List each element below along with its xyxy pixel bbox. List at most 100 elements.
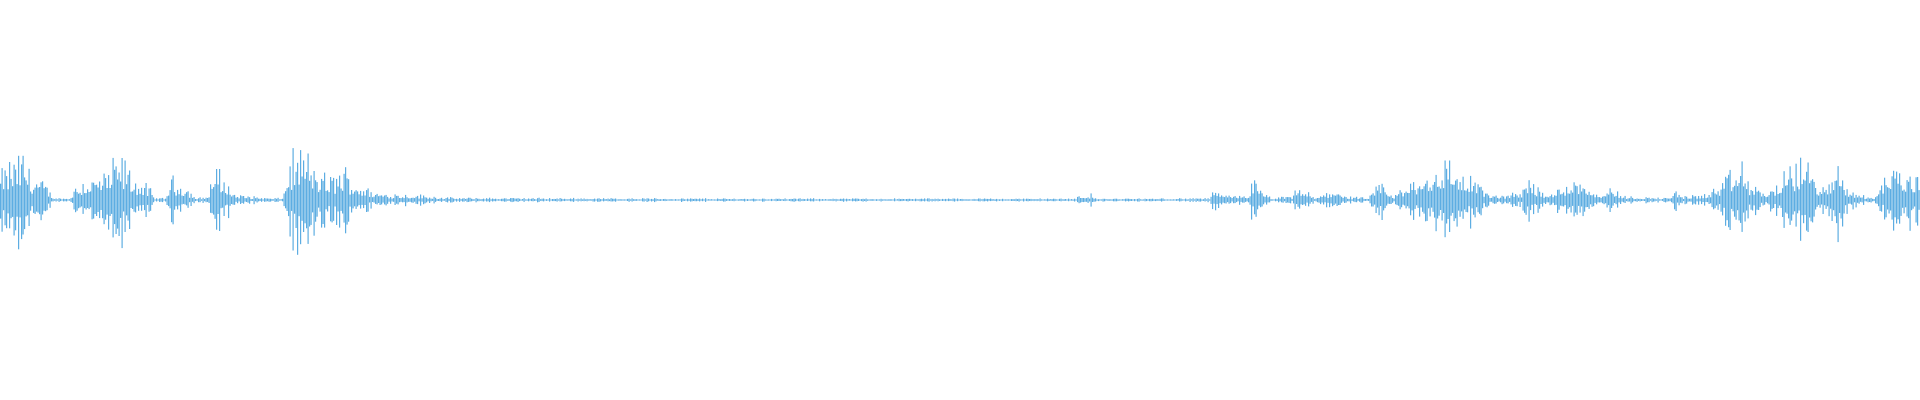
waveform-sample (684, 199, 686, 201)
waveform-sample (1131, 199, 1133, 201)
waveform-sample (1896, 171, 1898, 224)
waveform-sample (102, 185, 104, 219)
waveform-sample (1155, 199, 1157, 202)
waveform-sample (1360, 197, 1362, 203)
waveform-sample (1230, 197, 1232, 204)
waveform-sample (1632, 197, 1634, 203)
waveform-sample (930, 199, 932, 201)
waveform-sample (136, 194, 138, 207)
waveform-sample (1324, 196, 1326, 203)
waveform-sample (313, 171, 315, 236)
waveform-sample (1420, 189, 1422, 208)
waveform-sample (1428, 191, 1430, 209)
waveform-sample (1822, 187, 1824, 214)
waveform-sample (610, 198, 612, 202)
waveform-sample (526, 199, 528, 201)
waveform-sample (1012, 199, 1014, 201)
waveform-sample (1386, 194, 1388, 206)
waveform-sample (1252, 193, 1254, 207)
waveform-sample (361, 195, 363, 205)
waveform-sample (433, 196, 435, 204)
waveform-sample (1807, 162, 1809, 232)
waveform-sample (199, 197, 201, 203)
waveform-sample (1551, 194, 1553, 205)
waveform-sample (1308, 192, 1310, 207)
waveform-sample (1788, 179, 1790, 219)
waveform-sample (513, 198, 515, 202)
waveform-sample (1500, 197, 1502, 203)
waveform-sample (153, 197, 155, 203)
waveform-sample (1771, 191, 1773, 209)
waveform-sample (34, 187, 36, 214)
waveform-sample (600, 199, 602, 202)
waveform-sample (298, 184, 300, 217)
waveform-sample (427, 198, 429, 202)
waveform-sample (42, 181, 44, 215)
waveform-sample (970, 199, 972, 201)
waveform-sample (1221, 195, 1223, 205)
waveform-sample (1593, 194, 1595, 207)
waveform-sample (699, 198, 701, 202)
waveform-sample (1531, 193, 1533, 205)
waveform-sample (184, 193, 186, 205)
waveform-sample (676, 199, 678, 201)
waveform-sample (564, 198, 566, 202)
waveform-sample (748, 199, 750, 201)
waveform-sample (778, 198, 780, 201)
waveform-sample (1668, 198, 1670, 202)
waveform-sample (649, 199, 651, 201)
waveform-sample (328, 192, 330, 207)
waveform-sample (115, 166, 117, 234)
waveform-sample (252, 199, 254, 201)
waveform-sample (1857, 197, 1859, 203)
waveform-sample (1128, 198, 1130, 202)
waveform-sample (1909, 176, 1911, 231)
waveform-sample (384, 195, 386, 205)
waveform-sample (1398, 194, 1400, 206)
waveform-sample (532, 198, 534, 202)
waveform-sample (16, 184, 18, 217)
waveform-sample (1717, 191, 1719, 210)
waveform-sample (315, 180, 317, 222)
waveform-sample (1251, 183, 1253, 220)
waveform-sample (220, 192, 222, 209)
waveform-sample (1110, 199, 1112, 201)
waveform-sample (1134, 199, 1136, 202)
waveform-sample (1633, 199, 1635, 202)
waveform-sample (1318, 197, 1320, 203)
waveform-sample (909, 198, 911, 201)
waveform-sample (420, 194, 422, 206)
waveform-sample (994, 199, 996, 201)
waveform-sample (1011, 199, 1013, 201)
waveform-sample (886, 199, 888, 201)
waveform-sample (477, 198, 479, 202)
waveform-sample (1369, 195, 1371, 204)
waveform-sample (1330, 197, 1332, 204)
waveform-sample (1708, 195, 1710, 204)
waveform-sample (1740, 176, 1742, 223)
waveform-sample (1813, 181, 1815, 217)
waveform-sample (549, 198, 551, 202)
waveform-sample (1647, 198, 1649, 203)
waveform-sample (1710, 197, 1712, 204)
waveform-sample (10, 178, 12, 219)
waveform-sample (663, 199, 665, 201)
waveform-sample (628, 198, 630, 202)
waveform-sample (1033, 199, 1035, 202)
waveform-sample (1099, 199, 1101, 201)
waveform-sample (1506, 196, 1508, 204)
waveform-sample (246, 198, 248, 202)
waveform-sample (1086, 198, 1088, 202)
waveform-sample (1650, 199, 1652, 201)
waveform-sample (1819, 192, 1821, 208)
waveform-sample (643, 198, 645, 202)
waveform-sample (1216, 195, 1218, 205)
waveform-sample (1195, 198, 1197, 202)
waveform-sample (1332, 194, 1334, 207)
waveform-sample (1789, 166, 1791, 225)
waveform-sample (1035, 199, 1037, 201)
waveform-sample (1734, 185, 1736, 217)
waveform-sample (201, 199, 203, 201)
waveform-sample (948, 198, 950, 202)
